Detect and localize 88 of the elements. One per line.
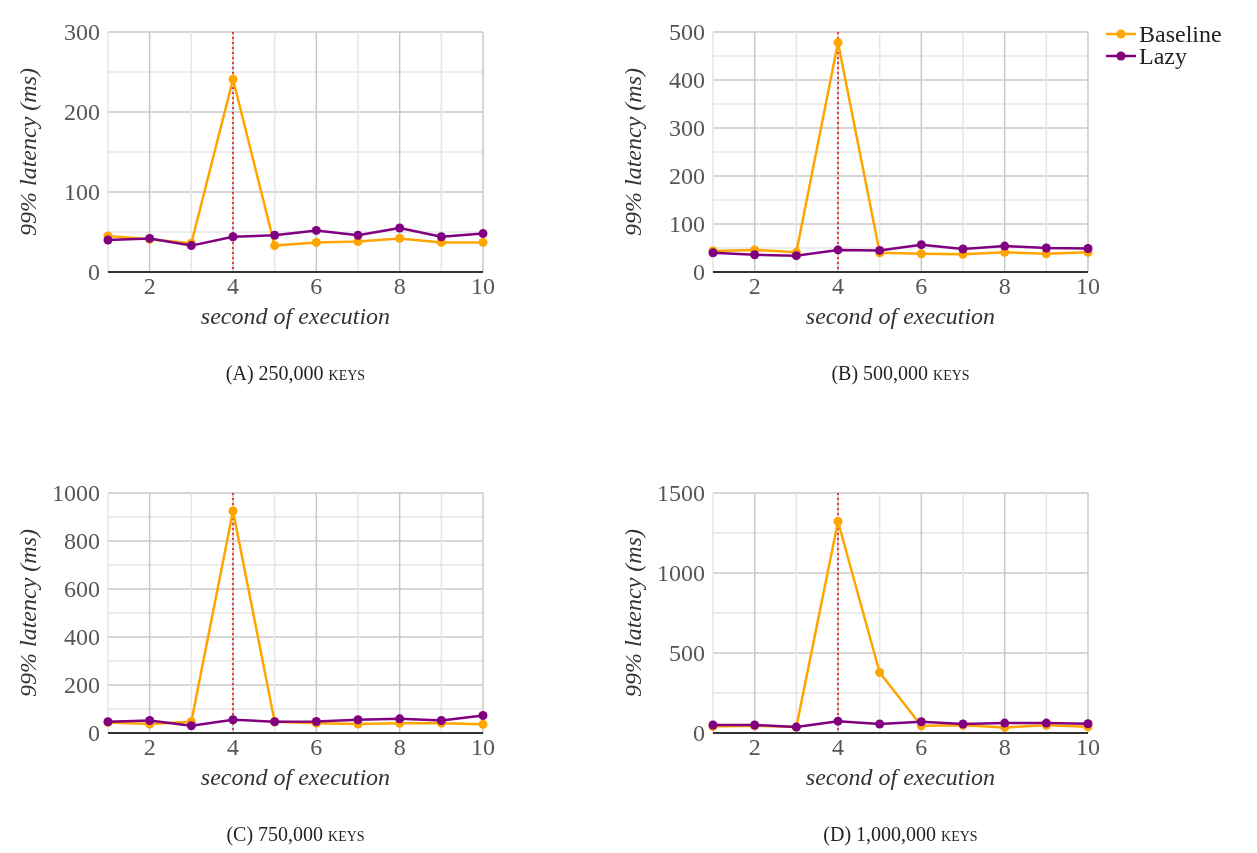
- x-tick-label: 10: [471, 734, 495, 760]
- point: [791, 251, 801, 261]
- point: [478, 719, 488, 729]
- x-tick-label: 8: [998, 273, 1011, 299]
- y-tick-label: 1000: [657, 560, 705, 587]
- point: [311, 237, 321, 247]
- point: [395, 223, 405, 233]
- y-tick-label: 300: [669, 115, 705, 142]
- point: [353, 230, 363, 240]
- y-tick-label: 500: [669, 640, 705, 667]
- y-axis-title: 99% latency (ms): [620, 68, 646, 236]
- y-axis-title: 99% latency (ms): [620, 529, 646, 697]
- point: [833, 716, 843, 726]
- y-tick-label: 0: [693, 259, 705, 286]
- x-axis-title: second of execution: [805, 764, 996, 790]
- point: [958, 244, 968, 254]
- point: [875, 719, 885, 729]
- point: [395, 233, 405, 243]
- x-tick-label: 4: [832, 734, 844, 760]
- y-tick-label: 600: [64, 576, 100, 603]
- point: [103, 235, 113, 245]
- point: [228, 506, 238, 516]
- y-tick-label: 100: [669, 211, 705, 238]
- y-tick-label: 0: [88, 259, 100, 286]
- text: (D) 1,000,000 keys: [823, 823, 978, 846]
- x-tick-label: 10: [1076, 273, 1100, 299]
- y-tick-label: 300: [64, 19, 100, 46]
- x-tick-label: 6: [310, 734, 323, 760]
- point: [228, 74, 238, 84]
- point: [916, 717, 926, 727]
- x-tick-label: 4: [227, 734, 239, 760]
- point: [916, 249, 926, 259]
- x-tick-label: 2: [143, 273, 156, 299]
- point: [311, 225, 321, 235]
- point: [833, 38, 843, 48]
- point: [228, 715, 238, 725]
- y-axis-title: 99% latency (ms): [15, 529, 41, 697]
- y-tick-label: 0: [693, 720, 705, 747]
- point: [270, 241, 280, 251]
- point: [478, 710, 488, 720]
- point: [750, 250, 760, 260]
- y-tick-label: 200: [64, 672, 100, 699]
- x-tick-label: 10: [1076, 734, 1100, 760]
- point: [916, 240, 926, 250]
- y-tick-label: 800: [64, 528, 100, 555]
- x-tick-label: 4: [227, 273, 239, 299]
- point: [228, 232, 238, 242]
- point: [478, 237, 488, 247]
- y-tick-label: 100: [64, 179, 100, 206]
- y-tick-label: 400: [669, 67, 705, 94]
- x-tick-label: 2: [748, 734, 761, 760]
- y-tick-label: 200: [669, 163, 705, 190]
- point: [1000, 718, 1010, 728]
- text: (C) 750,000 keys: [226, 823, 365, 846]
- x-axis-title: second of execution: [200, 303, 391, 329]
- point: [833, 516, 843, 526]
- point: [1000, 241, 1010, 251]
- x-tick-label: 2: [748, 273, 761, 299]
- y-tick-label: 500: [669, 19, 705, 46]
- x-tick-label: 6: [310, 273, 323, 299]
- text: (A) 250,000 keys: [225, 362, 366, 385]
- point: [1083, 243, 1093, 253]
- x-tick-label: 6: [915, 734, 928, 760]
- x-tick-label: 8: [393, 734, 406, 760]
- x-axis-title: second of execution: [200, 764, 391, 790]
- x-tick-label: 10: [471, 273, 495, 299]
- point: [1041, 243, 1051, 253]
- point: [436, 232, 446, 242]
- point: [353, 715, 363, 725]
- x-tick-label: 4: [832, 273, 844, 299]
- text: (B) 500,000 keys: [831, 362, 970, 385]
- y-tick-label: 1000: [52, 480, 100, 507]
- x-axis-title: second of execution: [805, 303, 996, 329]
- x-tick-label: 8: [393, 273, 406, 299]
- point: [875, 668, 885, 678]
- y-tick-label: 400: [64, 624, 100, 651]
- x-tick-label: 8: [998, 734, 1011, 760]
- point: [186, 721, 196, 731]
- x-tick-label: 6: [915, 273, 928, 299]
- x-tick-label: 2: [143, 734, 156, 760]
- y-tick-label: 0: [88, 720, 100, 747]
- y-axis-title: 99% latency (ms): [15, 68, 41, 236]
- y-tick-label: 200: [64, 99, 100, 126]
- point: [833, 245, 843, 255]
- y-tick-label: 1500: [657, 480, 705, 507]
- point: [395, 714, 405, 724]
- point: [270, 230, 280, 240]
- point: [478, 229, 488, 239]
